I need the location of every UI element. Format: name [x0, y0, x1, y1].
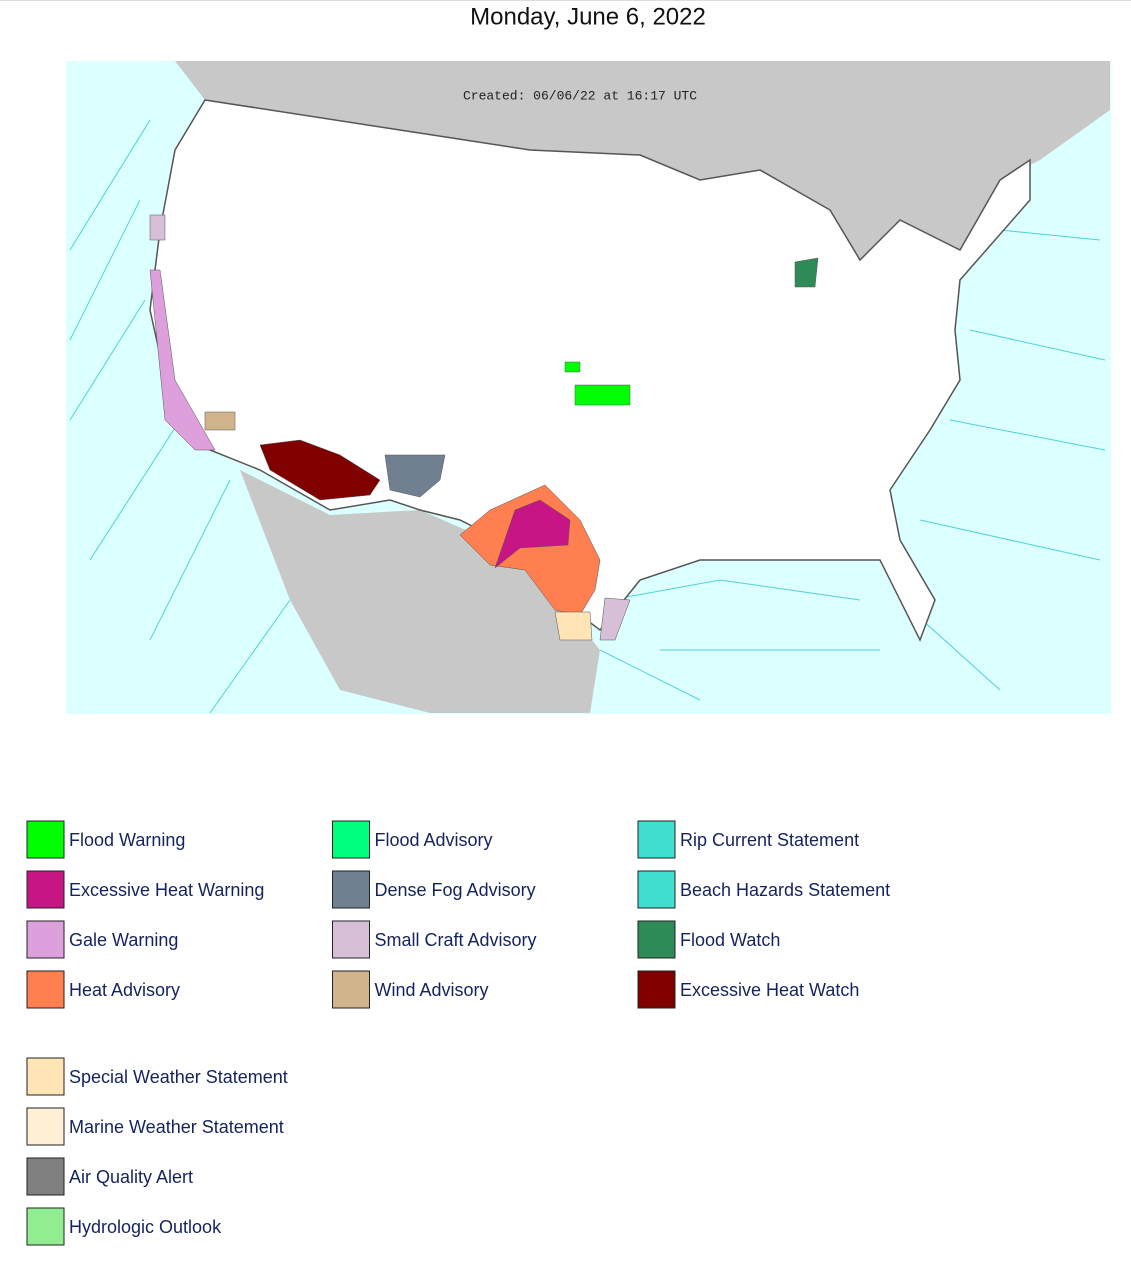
legend-swatch: [26, 870, 65, 909]
mexico: [240, 470, 600, 713]
legend-swatch: [26, 1157, 65, 1196]
legend-swatch: [26, 920, 65, 959]
legend: Flood Warning Excessive Heat Warning Gale …: [26, 820, 890, 1246]
marine-zones: [69, 119, 1106, 714]
alert-areas: [149, 214, 819, 641]
legend-swatch: [332, 920, 370, 959]
legend-swatch: [637, 820, 676, 859]
legend-label: Hydrologic Outlook: [69, 1217, 222, 1237]
legend-label: Small Craft Advisory: [375, 930, 537, 950]
legend-label: Heat Advisory: [69, 980, 180, 1000]
legend-label: Wind Advisory: [375, 980, 489, 1000]
alert-area: [149, 269, 216, 451]
legend-swatch: [637, 870, 676, 909]
legend-swatch: [26, 820, 65, 859]
legend-label: Dense Fog Advisory: [375, 880, 536, 900]
legend-swatch: [332, 970, 370, 1009]
legend-swatch: [26, 1107, 65, 1146]
legend-swatch: [26, 1057, 65, 1096]
legend-label: Special Weather Statement: [69, 1067, 288, 1087]
legend-swatch: [332, 820, 370, 859]
canada: [175, 61, 1110, 260]
united-states: [149, 99, 1031, 642]
legend-label: Flood Watch: [680, 930, 780, 950]
legend-swatch: [637, 920, 676, 959]
page-title: Monday, June 6, 2022: [470, 3, 706, 30]
alert-area: [794, 257, 819, 288]
alert-area: [149, 214, 166, 241]
legend-swatch: [26, 1207, 65, 1246]
alert-area: [574, 384, 631, 406]
legend-swatch: [26, 970, 65, 1009]
alert-area: [204, 411, 236, 431]
map: Created: 06/06/22 at 16:17 UTC: [66, 61, 1111, 714]
legend-label: Flood Advisory: [375, 830, 493, 850]
legend-swatch: [637, 970, 676, 1009]
legend-label: Marine Weather Statement: [69, 1117, 284, 1137]
legend-label: Rip Current Statement: [680, 830, 859, 850]
alert-area: [384, 454, 446, 498]
alert-area: [259, 439, 381, 501]
legend-label: Excessive Heat Warning: [69, 880, 264, 900]
legend-label: Flood Warning: [69, 830, 185, 850]
legend-label: Gale Warning: [69, 930, 178, 950]
alert-area: [599, 597, 631, 641]
legend-label: Air Quality Alert: [69, 1167, 193, 1187]
legend-label: Beach Hazards Statement: [680, 880, 890, 900]
alert-area: [494, 499, 571, 569]
legend-label: Excessive Heat Watch: [680, 980, 859, 1000]
created-stamp: Created: 06/06/22 at 16:17 UTC: [463, 88, 697, 103]
alert-area: [564, 361, 581, 373]
alert-area: [554, 611, 593, 641]
legend-swatch: [332, 870, 370, 909]
